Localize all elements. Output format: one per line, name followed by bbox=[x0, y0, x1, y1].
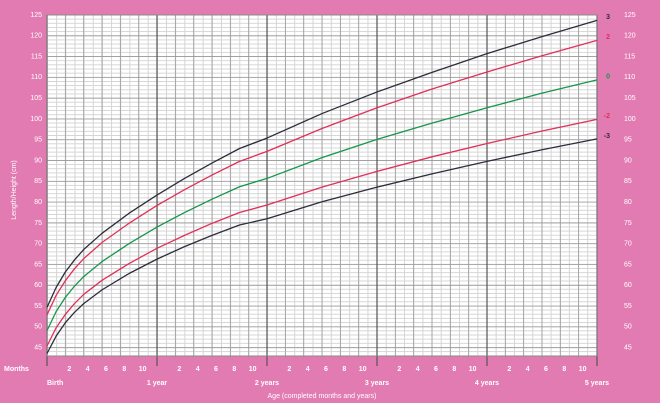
x-tick-label: 8 bbox=[342, 366, 346, 373]
y-tick-label-right: 100 bbox=[624, 116, 636, 123]
y-tick-label-right: 85 bbox=[624, 178, 632, 185]
series-line bbox=[46, 19, 598, 308]
x-tick-label: 3 years bbox=[365, 380, 389, 387]
y-tick-label: 125 bbox=[30, 12, 42, 19]
y-tick-label-right: 50 bbox=[624, 324, 632, 331]
y-tick-label: 60 bbox=[34, 282, 42, 289]
y-tick-label: 55 bbox=[34, 303, 42, 310]
x-tick-label: 10 bbox=[139, 366, 147, 373]
x-tick-label: 4 bbox=[416, 366, 420, 373]
y-tick-label-right: 45 bbox=[624, 345, 632, 352]
series-label: 0 bbox=[606, 74, 610, 81]
x-tick-label: 6 bbox=[324, 366, 328, 373]
x-tick-label: Birth bbox=[47, 380, 63, 387]
y-tick-label: 100 bbox=[30, 116, 42, 123]
y-tick-label: 65 bbox=[34, 261, 42, 268]
y-tick-label-right: 115 bbox=[624, 53, 635, 60]
x-tick-label: 4 bbox=[526, 366, 530, 373]
y-tick-label-right: 75 bbox=[624, 220, 632, 227]
y-tick-label: 120 bbox=[30, 33, 42, 40]
y-tick-label: 115 bbox=[31, 53, 42, 60]
series-label: 3 bbox=[606, 14, 610, 21]
y-tick-label: 80 bbox=[34, 199, 42, 206]
x-tick-label: 4 years bbox=[475, 380, 499, 387]
x-unit-label: Months bbox=[4, 366, 29, 373]
x-tick-label: 2 bbox=[507, 366, 511, 373]
x-tick-label: 1 year bbox=[147, 380, 168, 387]
x-tick-label: 10 bbox=[469, 366, 477, 373]
series-label: -3 bbox=[604, 133, 610, 140]
x-tick-label: 5 years bbox=[585, 380, 609, 387]
y-tick-label-right: 105 bbox=[624, 95, 636, 102]
y-tick-label: 110 bbox=[31, 74, 42, 81]
y-tick-label: 75 bbox=[34, 220, 42, 227]
y-tick-label-right: 65 bbox=[624, 261, 632, 268]
y-tick-label: 105 bbox=[30, 95, 42, 102]
series-line bbox=[46, 118, 598, 347]
x-tick-label: 2 bbox=[67, 366, 71, 373]
series-line bbox=[46, 138, 598, 354]
y-tick-label: 85 bbox=[34, 178, 42, 185]
x-tick-label: 6 bbox=[544, 366, 548, 373]
y-tick-label-right: 80 bbox=[624, 199, 632, 206]
y-tick-label-right: 120 bbox=[624, 33, 636, 40]
x-tick-label: 8 bbox=[562, 366, 566, 373]
x-tick-label: 2 bbox=[287, 366, 291, 373]
y-tick-label-right: 95 bbox=[624, 137, 632, 144]
y-tick-label-right: 55 bbox=[624, 303, 632, 310]
y-tick-label-right: 110 bbox=[624, 74, 635, 81]
x-tick-label: 8 bbox=[232, 366, 236, 373]
x-tick-label: 6 bbox=[434, 366, 438, 373]
y-tick-label: 95 bbox=[34, 137, 42, 144]
y-axis-label: Length/Height (cm) bbox=[11, 160, 18, 220]
y-tick-label: 70 bbox=[34, 241, 42, 248]
x-tick-label: 2 years bbox=[255, 380, 279, 387]
x-tick-label: 4 bbox=[196, 366, 200, 373]
x-tick-label: 6 bbox=[214, 366, 218, 373]
y-tick-label: 90 bbox=[34, 157, 42, 164]
y-tick-label-right: 60 bbox=[624, 282, 632, 289]
series-line bbox=[46, 79, 598, 331]
y-tick-label-right: 125 bbox=[624, 12, 636, 19]
x-axis-label: Age (completed months and years) bbox=[268, 393, 377, 400]
plot-border bbox=[46, 14, 598, 357]
x-tick-label: 4 bbox=[306, 366, 310, 373]
series-label: 2 bbox=[606, 34, 610, 41]
y-tick-label-right: 90 bbox=[624, 157, 632, 164]
y-tick-label-right: 70 bbox=[624, 241, 632, 248]
y-tick-label: 45 bbox=[34, 345, 42, 352]
x-tick-label: 2 bbox=[177, 366, 181, 373]
x-tick-label: 6 bbox=[104, 366, 108, 373]
x-tick-label: 4 bbox=[86, 366, 90, 373]
x-tick-label: 8 bbox=[452, 366, 456, 373]
series-line bbox=[46, 39, 598, 316]
x-tick-label: 10 bbox=[359, 366, 367, 373]
series-label: -2 bbox=[604, 113, 610, 120]
x-tick-label: 2 bbox=[397, 366, 401, 373]
y-tick-label: 50 bbox=[34, 324, 42, 331]
x-tick-label: 10 bbox=[249, 366, 257, 373]
x-tick-label: 8 bbox=[122, 366, 126, 373]
x-tick-label: 10 bbox=[579, 366, 587, 373]
